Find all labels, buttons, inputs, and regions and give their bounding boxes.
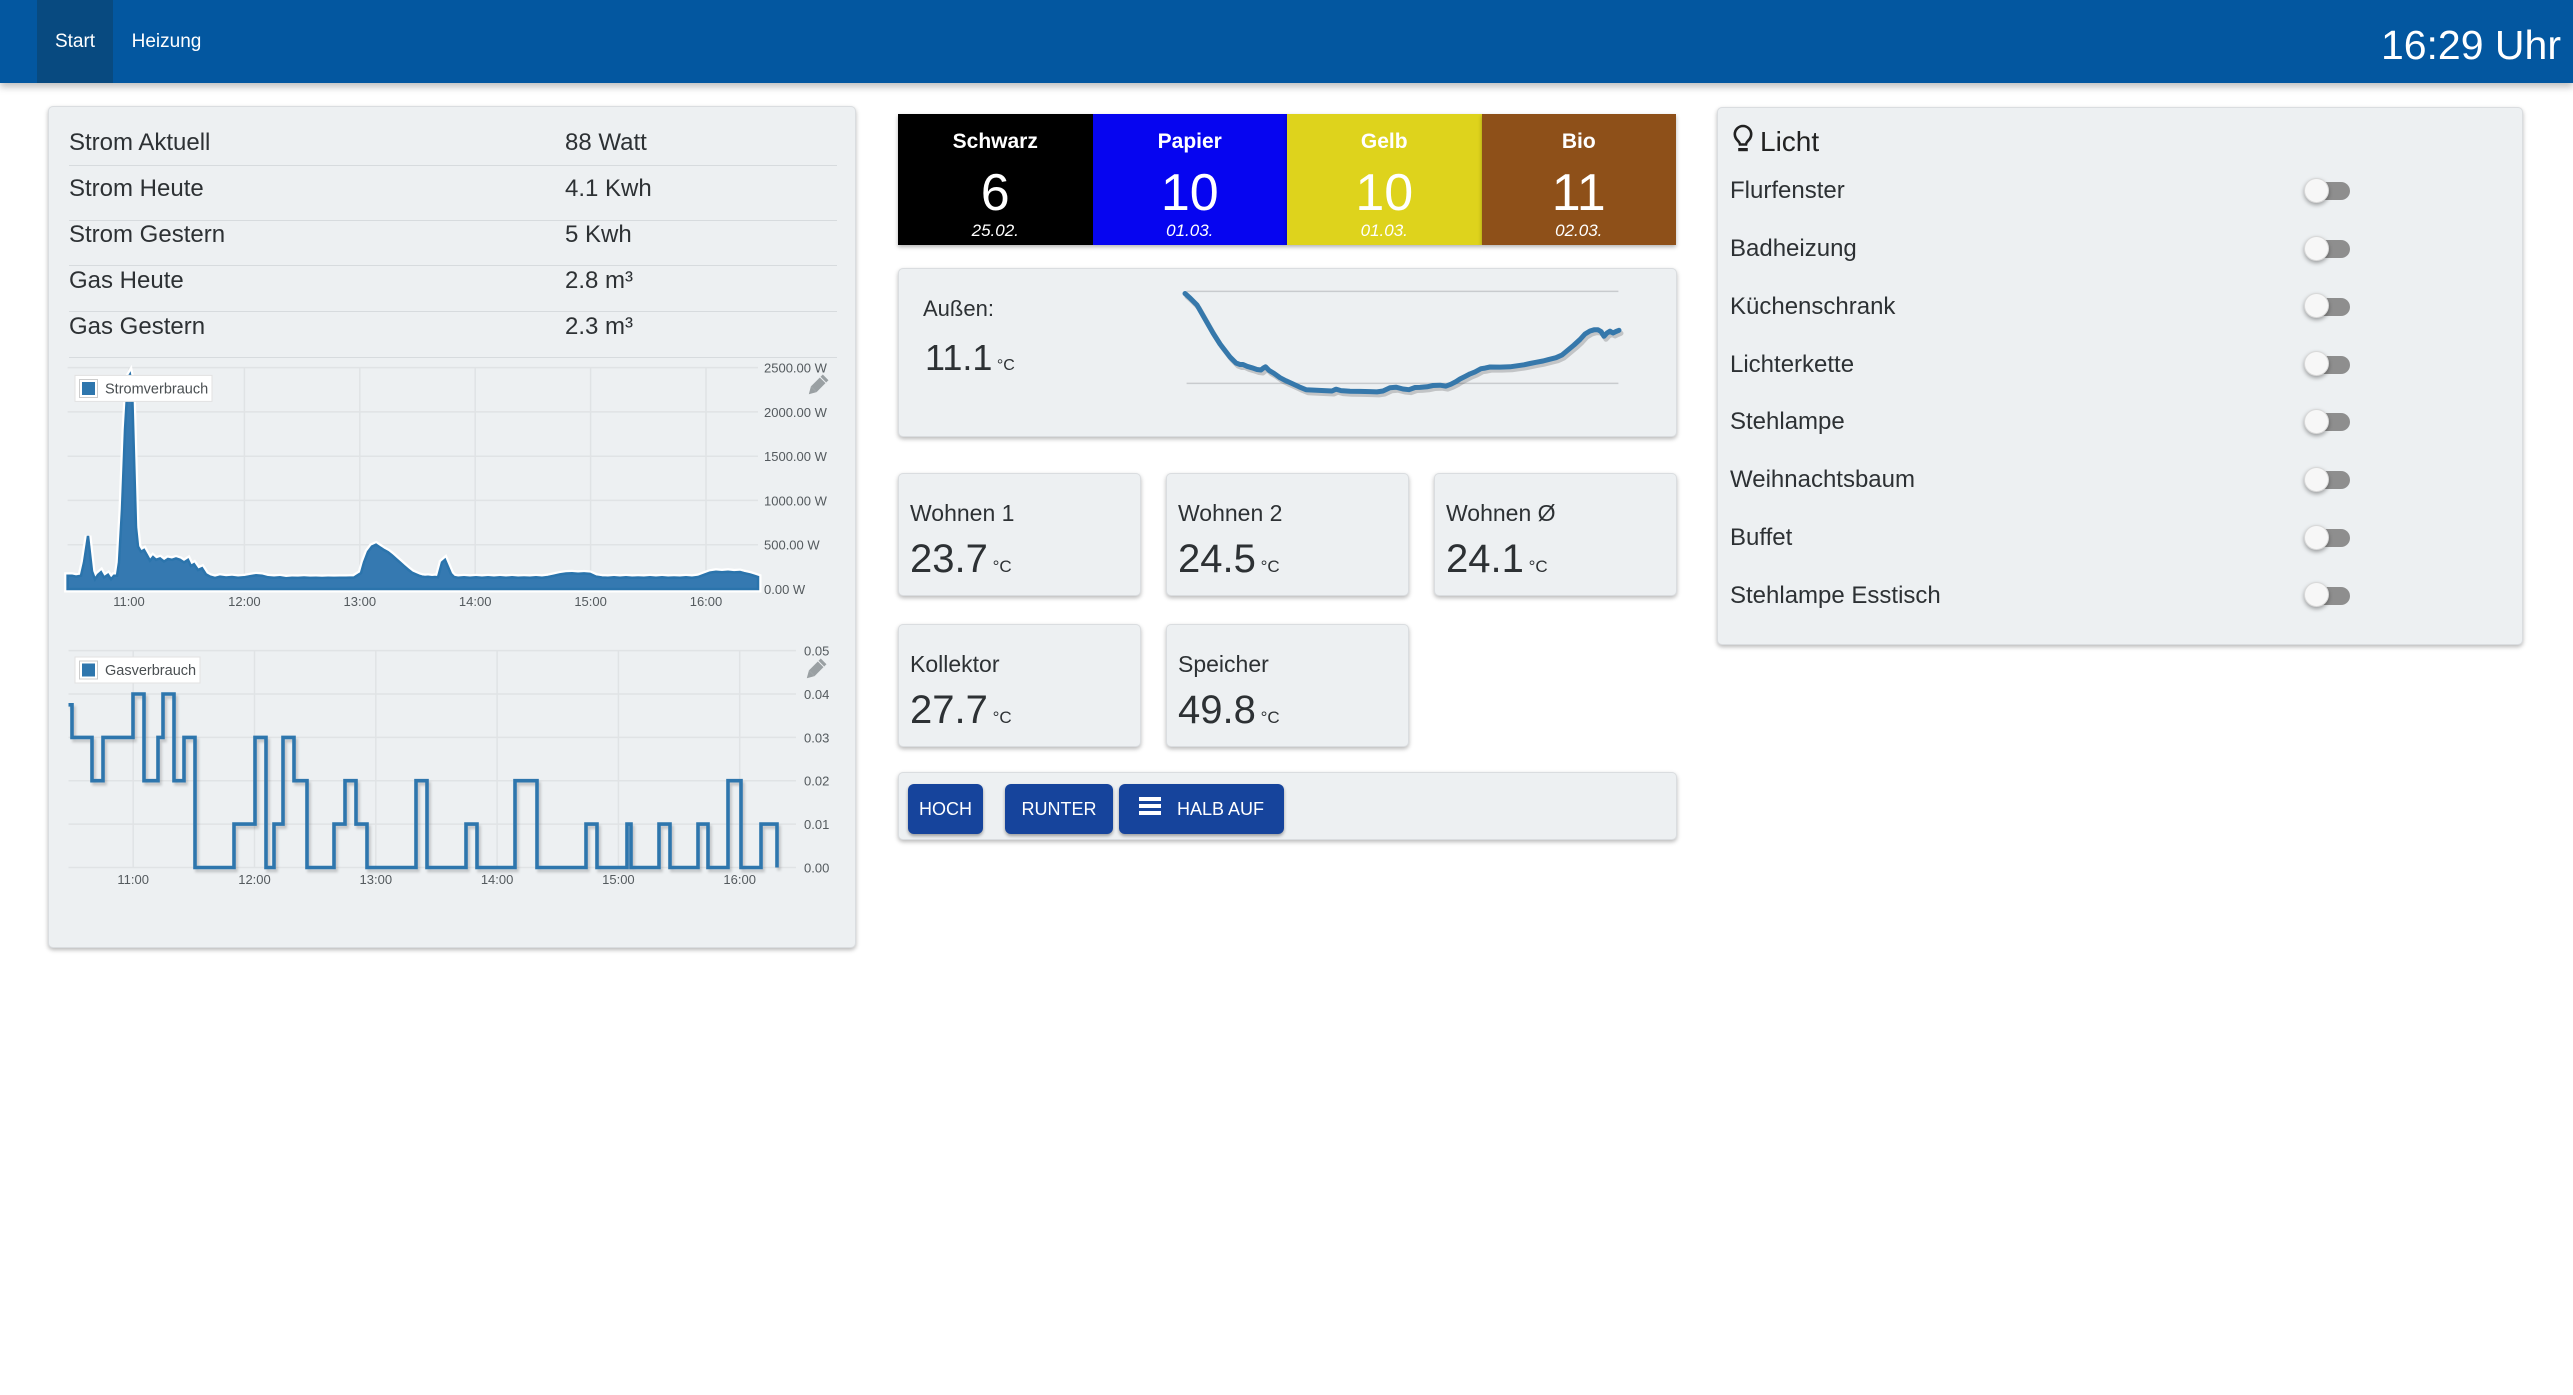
svg-text:0.00: 0.00: [804, 861, 829, 876]
svg-text:12:00: 12:00: [238, 872, 271, 887]
svg-text:13:00: 13:00: [344, 594, 377, 609]
svg-text:500.00 W: 500.00 W: [764, 538, 820, 553]
svg-text:0.04: 0.04: [804, 687, 829, 702]
svg-text:0.05: 0.05: [804, 644, 829, 659]
svg-text:15:00: 15:00: [574, 594, 607, 609]
svg-text:0.01: 0.01: [804, 817, 829, 832]
svg-text:0.00 W: 0.00 W: [764, 582, 806, 597]
svg-text:2000.00 W: 2000.00 W: [764, 405, 828, 420]
svg-text:15:00: 15:00: [602, 872, 635, 887]
svg-text:16:00: 16:00: [723, 872, 756, 887]
svg-text:0.02: 0.02: [804, 774, 829, 789]
svg-text:13:00: 13:00: [360, 872, 393, 887]
svg-text:1000.00 W: 1000.00 W: [764, 493, 828, 508]
svg-text:16:00: 16:00: [690, 594, 723, 609]
svg-text:12:00: 12:00: [228, 594, 261, 609]
svg-text:Gasverbrauch: Gasverbrauch: [105, 663, 196, 679]
svg-text:2500.00 W: 2500.00 W: [764, 361, 828, 376]
svg-text:11:00: 11:00: [117, 872, 149, 887]
svg-text:Stromverbrauch: Stromverbrauch: [105, 382, 208, 398]
svg-text:14:00: 14:00: [481, 872, 514, 887]
svg-text:0.03: 0.03: [804, 730, 829, 745]
svg-text:14:00: 14:00: [459, 594, 492, 609]
svg-text:11:00: 11:00: [113, 594, 145, 609]
svg-text:1500.00 W: 1500.00 W: [764, 449, 828, 464]
